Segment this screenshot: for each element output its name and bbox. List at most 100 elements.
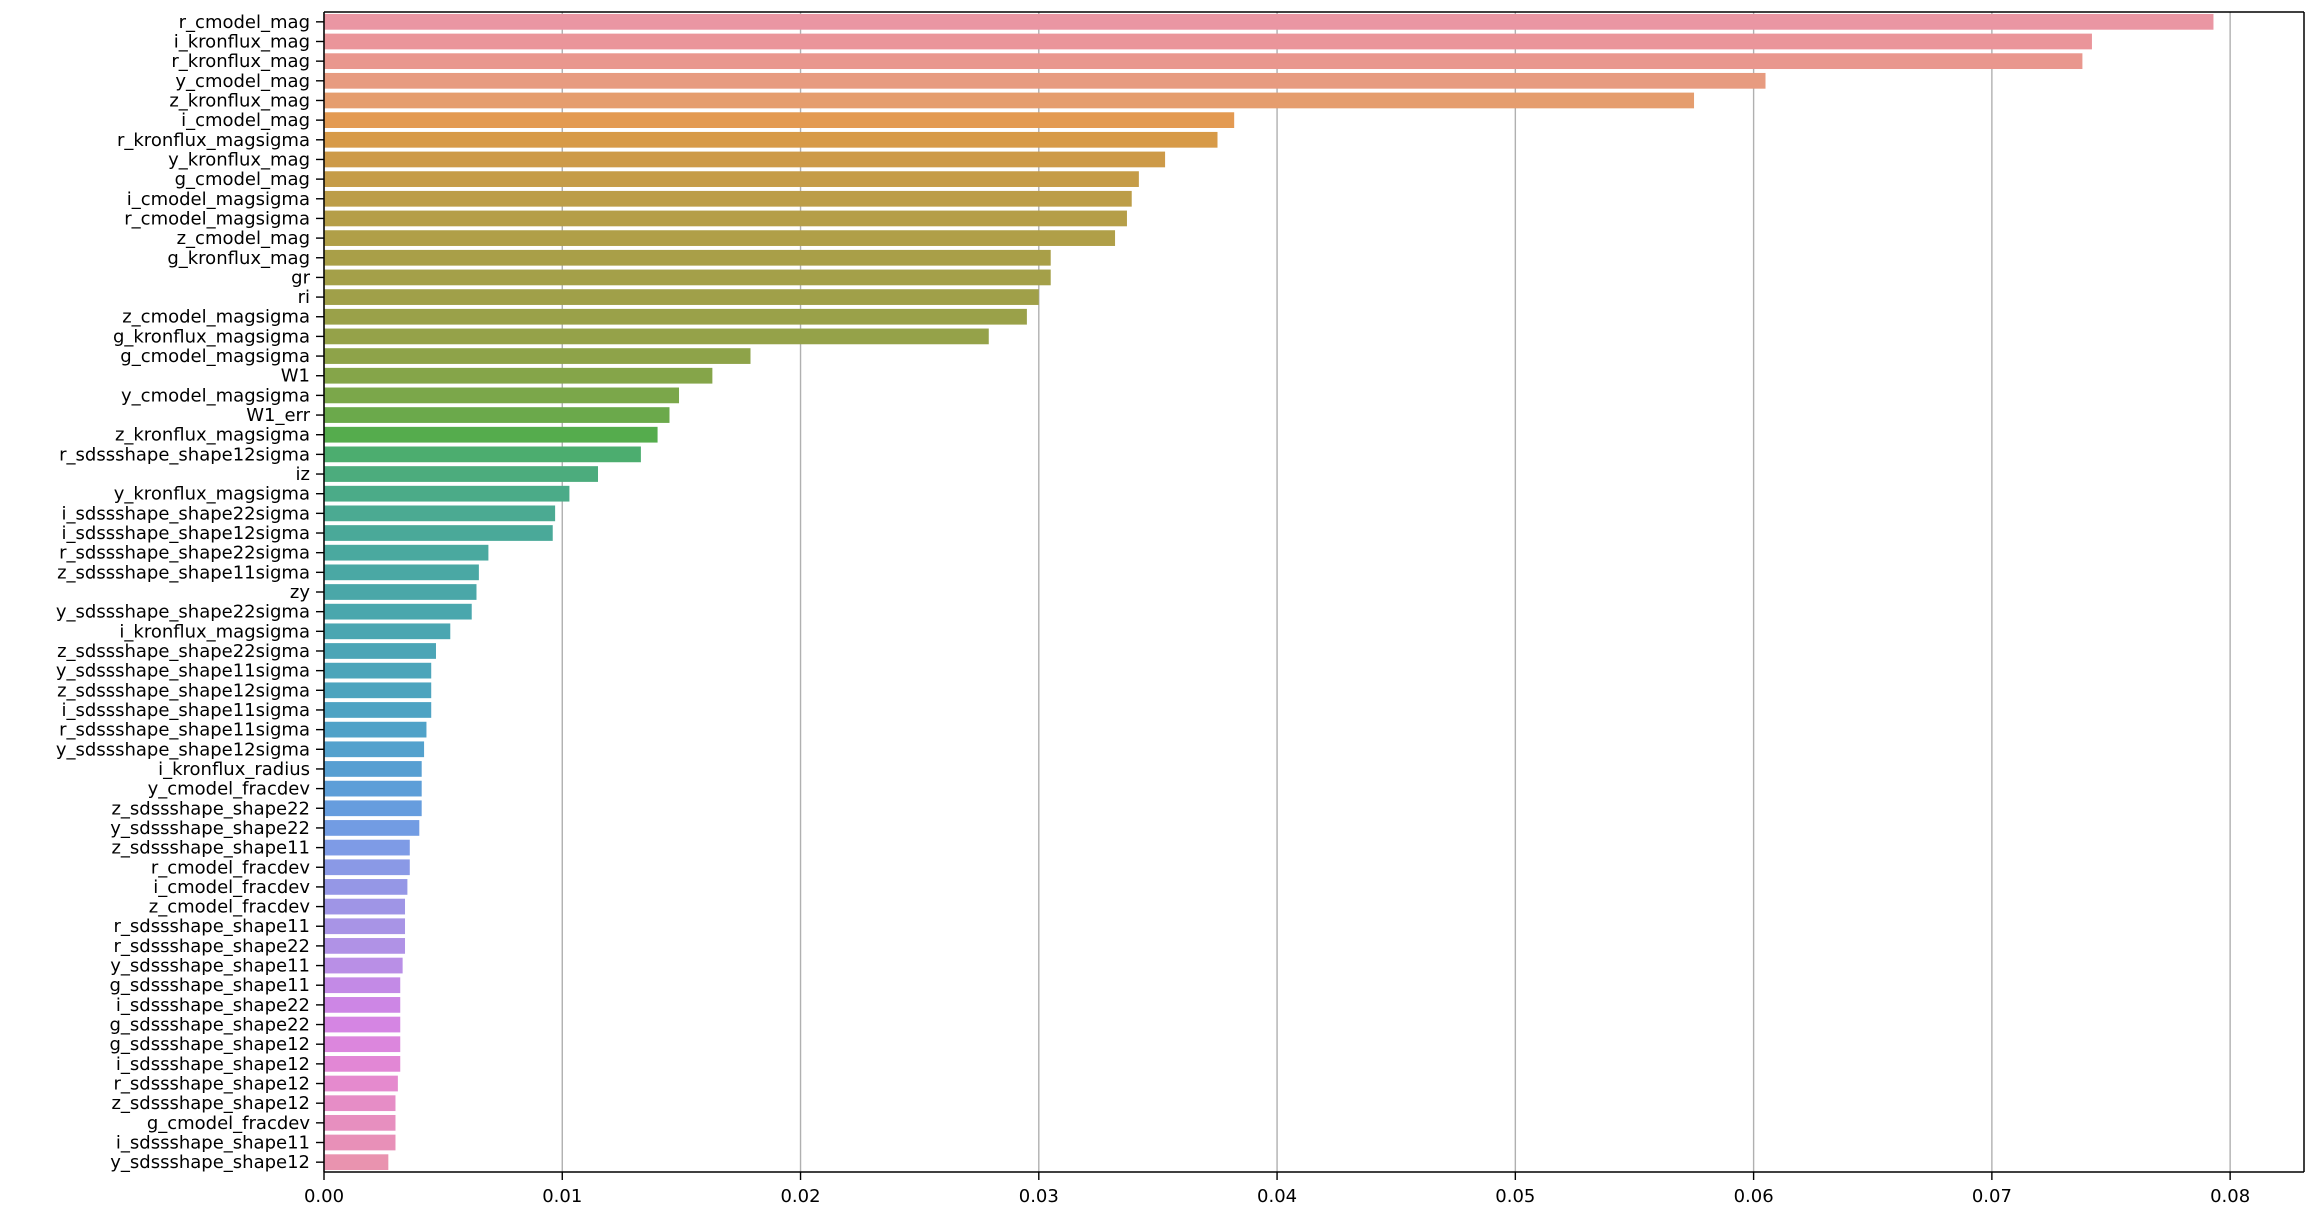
x-tick-labels: 0.00 0.01 0.02 0.03 0.04 0.05 0.06 0.07 0.08 xyxy=(304,1172,2250,1207)
y-tick-label: i_kronflux_mag xyxy=(174,31,310,52)
bar xyxy=(324,997,401,1013)
bar xyxy=(324,662,432,679)
bar xyxy=(324,721,427,738)
y-tick-label: g_sdssshape_shape12 xyxy=(109,1034,310,1055)
bar xyxy=(324,682,432,699)
bar xyxy=(324,92,1695,109)
bar xyxy=(324,308,1027,325)
x-tick-label: 0.08 xyxy=(2210,1186,2250,1207)
bar xyxy=(324,938,406,954)
y-tick-label: i_cmodel_magsigma xyxy=(127,189,310,210)
y-tick-label: W1 xyxy=(281,366,310,387)
bar xyxy=(324,151,1166,168)
y-tick-label: i_sdssshape_shape11sigma xyxy=(62,700,310,721)
bar xyxy=(324,348,751,364)
y-tick-label: i_cmodel_mag xyxy=(181,110,310,131)
y-tick-label: z_sdssshape_shape12sigma xyxy=(57,680,310,701)
bar xyxy=(324,741,425,758)
axes-frame xyxy=(323,11,2305,1173)
y-tick-label: gr xyxy=(291,267,310,288)
y-tick-label: g_cmodel_mag xyxy=(175,169,310,190)
y-tick-label: W1_err xyxy=(246,405,310,426)
bar xyxy=(324,643,436,659)
bar xyxy=(324,839,410,856)
y-tick-label: y_cmodel_magsigma xyxy=(121,385,310,406)
y-tick-label: y_sdssshape_shape22sigma xyxy=(56,602,310,623)
bar xyxy=(324,898,406,915)
bar xyxy=(324,249,1051,266)
y-tick-label: z_sdssshape_shape22 xyxy=(111,798,310,819)
bar xyxy=(324,289,1039,305)
bar xyxy=(324,426,658,443)
bar xyxy=(324,190,1132,207)
y-tick-label: z_sdssshape_shape11sigma xyxy=(57,562,310,583)
bar xyxy=(324,623,451,640)
bar xyxy=(324,13,2214,30)
y-tick-label: r_cmodel_fracdev xyxy=(151,857,311,878)
bar xyxy=(324,33,2092,50)
bar xyxy=(324,131,1218,148)
y-tick-label: y_sdssshape_shape12 xyxy=(110,1152,310,1173)
bar xyxy=(324,859,410,876)
y-tick-label: ri xyxy=(298,287,310,308)
x-tick-label: 0.07 xyxy=(1972,1186,2012,1207)
bar xyxy=(324,1016,401,1033)
x-tick-label: 0.05 xyxy=(1495,1186,1535,1207)
bar xyxy=(324,112,1235,128)
bar xyxy=(324,328,989,345)
y-tick-label: r_sdssshape_shape22 xyxy=(114,936,311,957)
y-tick-label: g_cmodel_magsigma xyxy=(120,346,310,367)
bars xyxy=(324,13,2214,1171)
y-tick-label: r_cmodel_magsigma xyxy=(124,208,310,229)
y-tick-label: r_kronflux_magsigma xyxy=(117,130,310,151)
bar xyxy=(324,446,641,463)
bar xyxy=(324,1095,396,1112)
y-tick-label: i_sdssshape_shape11 xyxy=(116,1133,310,1154)
y-tick-label: i_sdssshape_shape12sigma xyxy=(62,523,310,544)
y-tick-label: y_sdssshape_shape11 xyxy=(110,956,310,977)
bar xyxy=(324,820,420,836)
y-tick-label: r_sdssshape_shape12sigma xyxy=(59,444,310,465)
y-tick-label: z_sdssshape_shape22sigma xyxy=(57,641,310,662)
y-tick-label: y_sdssshape_shape22 xyxy=(110,818,310,839)
y-tick-label: r_sdssshape_shape12 xyxy=(114,1074,311,1095)
y-tick-label: g_kronflux_mag xyxy=(167,248,310,269)
bar xyxy=(324,761,422,777)
x-tick-label: 0.01 xyxy=(542,1186,582,1207)
bar xyxy=(324,1056,401,1072)
bar xyxy=(324,544,489,561)
y-tick-label: y_kronflux_mag xyxy=(168,149,310,170)
y-tick-label: y_cmodel_fracdev xyxy=(148,779,311,800)
bar xyxy=(324,269,1051,286)
y-tick-label: z_kronflux_magsigma xyxy=(115,425,310,446)
bar xyxy=(324,1075,398,1092)
bar xyxy=(324,918,406,935)
y-tick-label: r_kronflux_mag xyxy=(171,51,310,72)
y-tick-label: z_cmodel_fracdev xyxy=(149,897,311,918)
y-tick-label: z_kronflux_mag xyxy=(169,90,310,111)
x-tick-label: 0.03 xyxy=(1019,1186,1059,1207)
y-tick-label: y_kronflux_magsigma xyxy=(114,484,310,505)
bar xyxy=(324,957,403,974)
bar xyxy=(324,171,1139,187)
bar xyxy=(324,780,422,797)
bar xyxy=(324,603,472,620)
y-tick-label: g_sdssshape_shape11 xyxy=(109,975,310,996)
bar xyxy=(324,505,556,522)
bar xyxy=(324,230,1116,246)
bar xyxy=(324,977,401,994)
bar xyxy=(324,702,432,718)
bar xyxy=(324,466,599,482)
y-tick-label: i_kronflux_radius xyxy=(158,759,310,780)
y-tick-label: i_sdssshape_shape12 xyxy=(116,1054,310,1075)
bar xyxy=(324,72,1766,89)
bar xyxy=(324,1154,389,1171)
y-tick-label: r_sdssshape_shape22sigma xyxy=(59,543,310,564)
y-tick-label: i_kronflux_magsigma xyxy=(119,621,310,642)
bar xyxy=(324,367,713,384)
y-tick-label: z_cmodel_mag xyxy=(177,228,310,249)
bar xyxy=(324,53,2083,70)
bar xyxy=(324,1036,401,1053)
y-tick-label: r_sdssshape_shape11 xyxy=(114,916,311,937)
y-tick-label: r_sdssshape_shape11sigma xyxy=(59,720,310,741)
